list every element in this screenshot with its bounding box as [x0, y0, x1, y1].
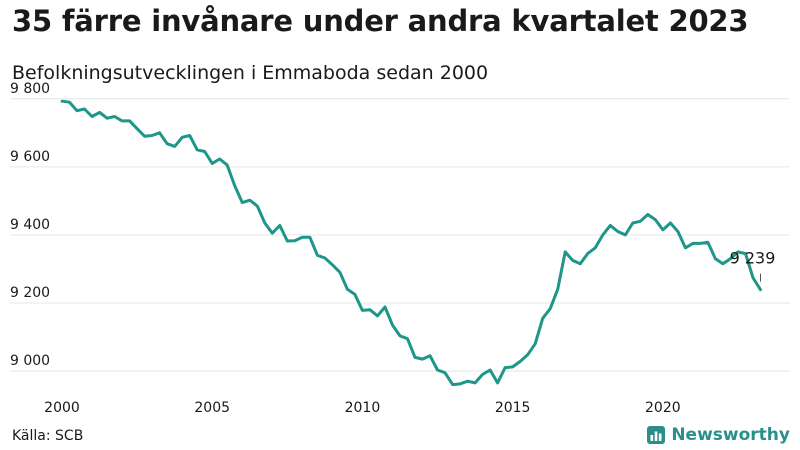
source-credit: Källa: SCB: [12, 428, 84, 444]
x-tick-label: 2000: [44, 400, 80, 416]
x-tick-label: 2015: [495, 400, 531, 416]
brand-name: Newsworthy: [671, 425, 790, 445]
chart-title: 35 färre invånare under andra kvartalet …: [12, 4, 749, 38]
y-tick-label: 9 000: [10, 353, 50, 369]
gridlines: [10, 98, 790, 372]
brand-logo[interactable]: Newsworthy: [647, 425, 790, 445]
x-tick-label: 2010: [345, 400, 381, 416]
annotation-label: 9 239: [730, 249, 776, 268]
y-tick-label: 9 800: [10, 81, 50, 97]
x-tick-label: 2020: [645, 400, 681, 416]
x-axis-ticks: 2000 2005 2010 2015 2020: [44, 400, 680, 416]
annotation-layer: 9 239: [730, 249, 776, 282]
y-tick-label: 9 400: [10, 217, 50, 233]
series-layer: [60, 99, 762, 387]
y-axis-ticks: 9 000 9 200 9 400 9 600 9 800: [10, 81, 50, 369]
y-tick-label: 9 200: [10, 285, 50, 301]
y-tick-label: 9 600: [10, 149, 50, 165]
bar-chart-icon: [647, 426, 666, 444]
x-tick-label: 2005: [194, 400, 230, 416]
chart-subtitle: Befolkningsutvecklingen i Emmaboda sedan…: [12, 62, 489, 84]
series-line: [60, 99, 762, 387]
